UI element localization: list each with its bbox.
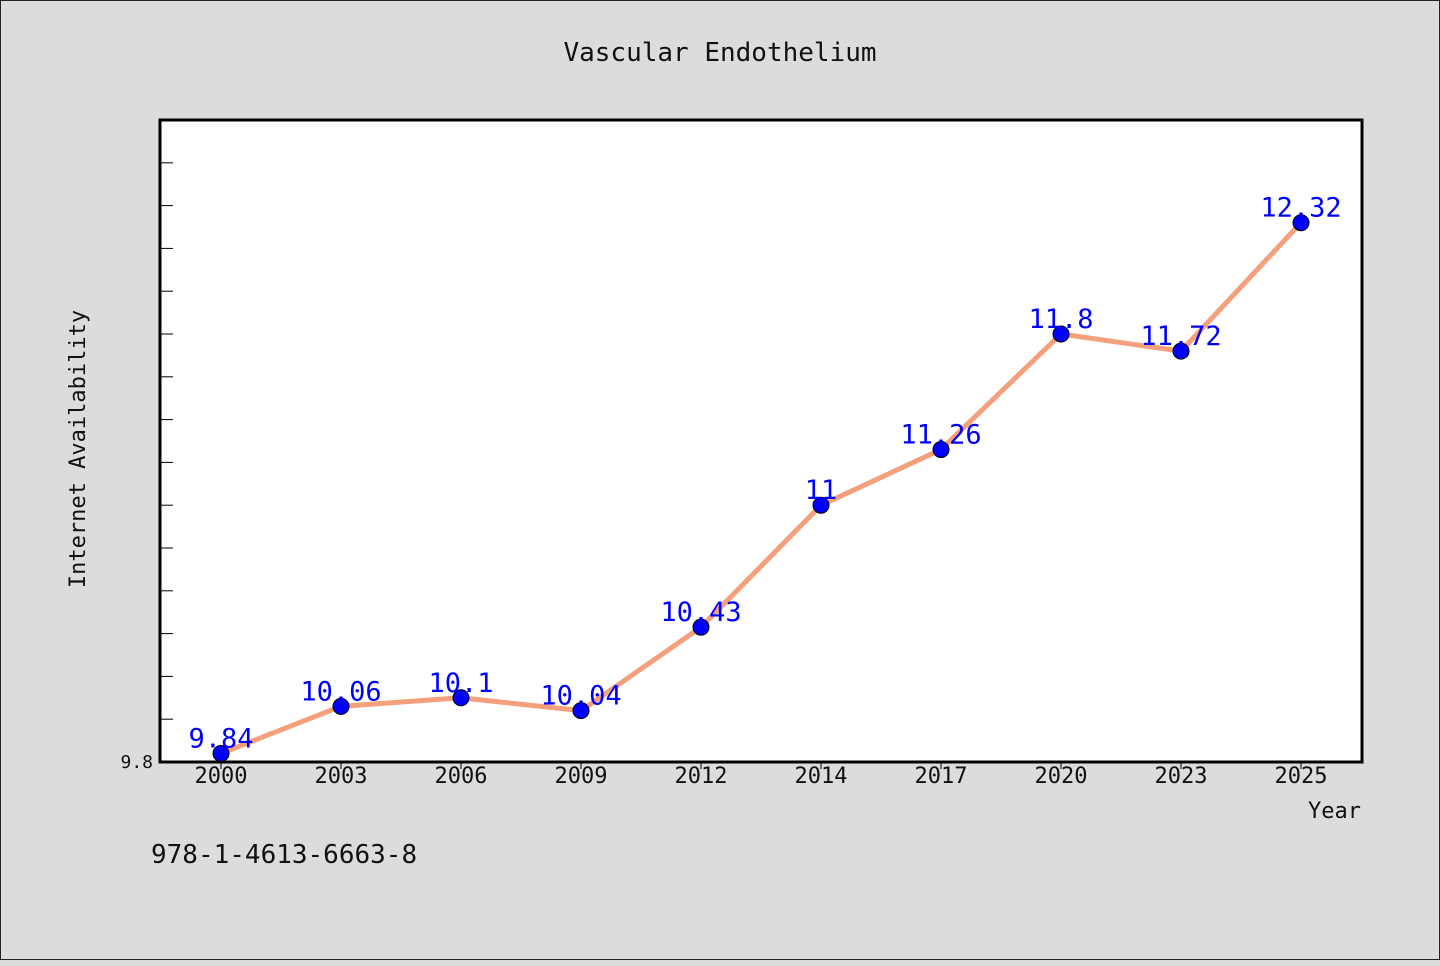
y-tick-label: 9.8 — [120, 752, 153, 773]
x-tick-label: 2012 — [675, 764, 728, 789]
x-tick-label: 2020 — [1035, 764, 1088, 789]
x-axis-ticks — [220, 762, 1302, 769]
data-label: 10.1 — [428, 668, 493, 699]
data-label: 10.06 — [300, 676, 381, 707]
data-label: 10.43 — [660, 597, 741, 628]
x-axis-label: Year — [1308, 799, 1361, 824]
data-label: 10.04 — [540, 681, 621, 712]
x-tick-labels: 2000 2003 2006 2009 2012 2014 2017 2020 2023 2025 — [195, 764, 1328, 789]
data-label: 11.26 — [900, 420, 981, 451]
data-point — [1052, 325, 1070, 343]
data-point — [692, 618, 710, 636]
data-point — [932, 441, 950, 459]
series-line-group — [218, 220, 1304, 756]
data-label: 12.32 — [1260, 193, 1341, 224]
x-tick-label: 2017 — [915, 764, 968, 789]
data-point — [1292, 214, 1310, 232]
x-tick-label: 2003 — [315, 764, 368, 789]
data-label: 11.8 — [1028, 304, 1093, 335]
y-axis-ticks — [160, 119, 173, 763]
x-tick-label: 2025 — [1275, 764, 1328, 789]
isbn-text: 978-1-4613-6663-8 — [151, 840, 417, 870]
data-point — [812, 496, 830, 514]
plot-area — [158, 118, 1364, 764]
data-labels: 9.84 10.06 10.1 10.04 10.43 11 11.26 11.8 11.72 1… — [188, 193, 1341, 755]
chart-title: Vascular Endothelium — [563, 38, 876, 68]
series-line — [218, 220, 1304, 756]
data-point — [572, 702, 590, 720]
data-point — [452, 689, 470, 707]
x-tick-label: 2023 — [1155, 764, 1208, 789]
x-tick-label: 2006 — [435, 764, 488, 789]
x-tick-label: 2014 — [795, 764, 848, 789]
data-label: 11 — [805, 475, 838, 506]
data-point — [332, 697, 350, 715]
data-point — [212, 744, 230, 762]
data-label: 9.84 — [188, 723, 253, 754]
y-axis-label: Internet Availability — [66, 310, 91, 588]
x-tick-label: 2009 — [555, 764, 608, 789]
x-tick-label: 2000 — [195, 764, 248, 789]
data-label: 11.72 — [1140, 321, 1221, 352]
data-points — [212, 214, 1310, 762]
data-point — [1172, 342, 1190, 360]
